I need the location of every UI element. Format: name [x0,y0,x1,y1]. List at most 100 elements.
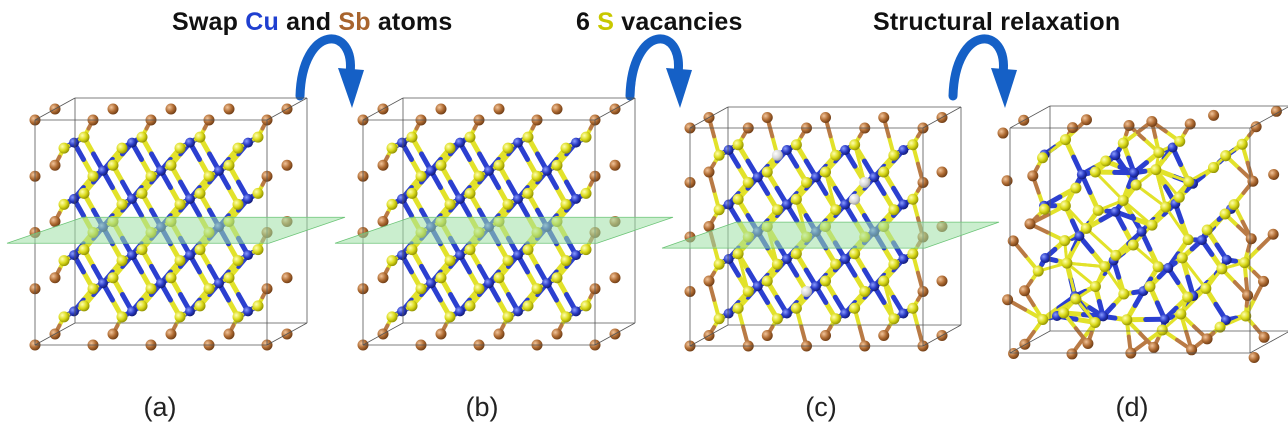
s-atom [732,193,744,205]
s-atom [223,159,235,171]
sb-atom [761,112,773,123]
cu-atom [185,137,195,148]
cu-atom [127,137,137,148]
s-atom [1110,249,1122,261]
s-atom [761,275,773,287]
sb-atom [820,112,831,123]
sb-atom [1080,114,1092,126]
cu-atom [185,306,195,317]
vacancy-site [859,177,871,188]
sb-atom [551,103,563,115]
s-atom [435,272,447,284]
vacancy-step-title: 6 S vacancies [576,8,743,37]
sb-atom [1008,348,1020,360]
s-atom [386,311,398,323]
arrow-head [666,68,692,108]
s-atom [1183,176,1195,188]
panel-label-d: (d) [1115,392,1149,422]
cu-atom [781,254,792,264]
crystal-panel-c [661,106,1000,352]
curved-arrow-icon [625,34,692,108]
sb-atom [435,328,447,340]
s-atom [713,204,725,216]
cu-atom [571,306,581,317]
s-atom [1058,307,1070,319]
sb-atom [1242,289,1254,301]
sb-atom [1082,337,1094,349]
s-atom [473,283,485,295]
panel-label-a: (a) [143,392,177,422]
arrow-shaft [295,34,355,101]
crystal-panel-b [334,97,674,351]
s-atom [1239,257,1251,269]
s-atom [878,275,890,287]
sb-atom [936,275,948,287]
s-atom [820,166,831,178]
s-atom [790,248,802,260]
cu-atom [1110,206,1121,217]
s-atom [406,244,418,256]
s-atom [531,170,543,182]
s-atom [888,313,900,325]
s-atom [1176,252,1188,264]
s-atom [1228,199,1240,211]
sb-atom [107,328,119,340]
s-atom [551,272,563,284]
sb-atom [1019,285,1031,297]
sb-atom [1019,338,1031,350]
cu-atom [484,165,494,176]
s-atom [1220,150,1232,162]
s-atom [415,170,427,182]
sb-atom [1123,120,1135,132]
s-atom [174,311,186,323]
cu-atom [1221,254,1232,265]
s-atom [1152,261,1164,273]
s-atom [830,149,842,161]
s-atom [58,142,70,154]
s-atom [1156,324,1168,336]
s-atom [252,131,264,143]
cu-atom [1129,167,1140,178]
vacancy-text-1: 6 [576,8,598,36]
cu-atom [156,278,166,289]
sb-atom [1148,341,1160,353]
cu-atom [1220,315,1231,326]
sb-atom [1245,233,1257,245]
s-atom [406,187,418,199]
s-atom [1240,310,1252,322]
cu-atom [243,250,253,261]
cu-atom [243,193,253,204]
sb-atom [609,159,621,171]
cu-atom [185,193,195,204]
s-atom [732,139,744,151]
s-atom [849,302,861,314]
s-atom [1092,204,1104,216]
s-atom [560,311,572,323]
s-atom [1182,234,1194,246]
cu-atom [840,145,851,155]
sb-atom [1201,333,1213,345]
cu-atom [1098,311,1109,322]
cu-atom [156,165,166,176]
s-atom [145,170,157,182]
s-atom [136,187,148,199]
s-atom [194,187,206,199]
sb-atom [377,216,389,227]
cu-atom [243,137,253,148]
s-atom [849,139,861,151]
s-atom [790,193,802,205]
s-atom [907,248,919,260]
cu-atom [1074,231,1085,242]
s-atom [502,255,514,267]
crystal-panel-d [997,105,1288,364]
s-atom [1070,293,1082,305]
s-atom [116,142,128,154]
vacancy-site [801,286,812,297]
s-atom [1175,308,1187,320]
s-atom [713,149,725,161]
s-atom [493,159,505,171]
s-atom [174,198,186,210]
s-atom [888,258,900,270]
cu-atom [840,199,851,210]
